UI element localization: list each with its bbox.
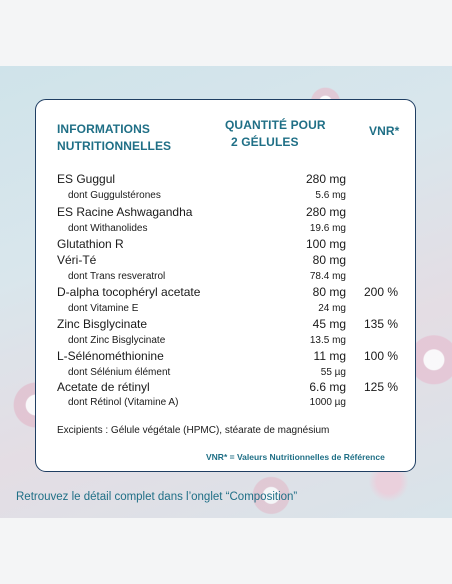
- table-row: ES Racine Ashwagandha 280 mg: [57, 205, 346, 219]
- table-row: dont Vitamine E 24 mg: [68, 303, 346, 314]
- table-row: Acetate de rétinyl 6.6 mg 125 %: [57, 380, 398, 394]
- top-band: [0, 0, 452, 66]
- header-quantity: QUANTITÉ POUR 2 GÉLULES: [225, 118, 326, 149]
- table-row: L-Sélénométhionine 11 mg 100 %: [57, 349, 398, 363]
- table-row: dont Zinc Bisglycinate 13.5 mg: [68, 335, 346, 346]
- table-row: dont Sélénium élément 55 µg: [68, 367, 346, 378]
- excipients-text: Excipients : Gélule végétale (HPMC), sté…: [57, 425, 330, 436]
- table-row: dont Trans resveratrol 78.4 mg: [68, 271, 346, 282]
- table-row: Véri-Té 80 mg: [57, 253, 346, 267]
- table-row: Glutathion R 100 mg: [57, 237, 346, 251]
- header-vnr: VNR*: [369, 124, 400, 138]
- table-row: Zinc Bisglycinate 45 mg 135 %: [57, 317, 398, 331]
- bottom-band: [0, 518, 452, 584]
- composition-note: Retrouvez le détail complet dans l’ongle…: [16, 491, 298, 503]
- table-row: dont Withanolides 19.6 mg: [68, 223, 346, 234]
- nutrition-table-card: INFORMATIONS NUTRITIONNELLES QUANTITÉ PO…: [35, 99, 416, 472]
- header-informations: INFORMATIONS NUTRITIONNELLES: [57, 122, 172, 153]
- table-row: dont Rétinol (Vitamine A) 1000 µg: [68, 397, 346, 408]
- vnr-legend: VNR* = Valeurs Nutritionnelles de Référe…: [206, 452, 385, 462]
- table-row: D-alpha tocophéryl acetate 80 mg 200 %: [57, 285, 398, 299]
- table-row: dont Guggulstérones 5.6 mg: [68, 190, 346, 201]
- table-row: ES Guggul 280 mg: [57, 172, 346, 186]
